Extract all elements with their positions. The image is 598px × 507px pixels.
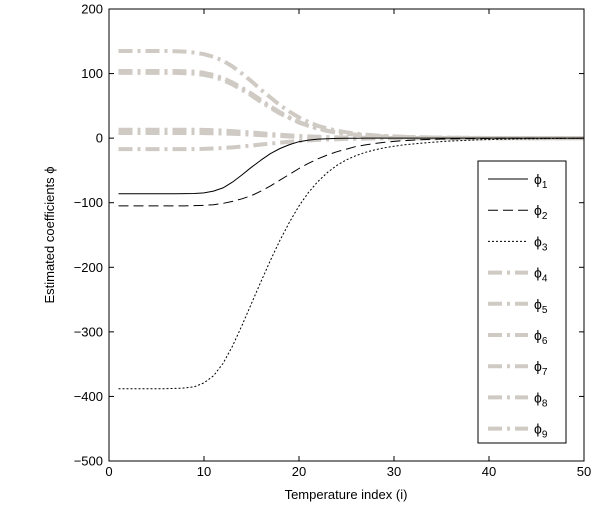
legend-subscript: 4 [542,274,548,285]
x-tick-label: 30 [387,464,401,479]
legend-subscript: 2 [542,211,548,222]
series-line-phi-1 [118,137,584,195]
y-axis-label: Estimated coefficients ϕ [42,166,57,303]
series-line-phi-6 [118,69,584,141]
legend-subscript: 3 [542,242,548,253]
y-tick-label: 200 [81,2,103,17]
y-tick-label: −300 [74,324,103,339]
x-tick-label: 50 [577,464,591,479]
legend-subscript: 7 [542,367,548,378]
legend-subscript: 9 [542,430,548,441]
x-tick-label: 40 [482,464,496,479]
y-tick-label: −400 [74,389,103,404]
series-layer [118,49,584,390]
legend-subscript: 5 [542,305,548,316]
plot-area-frame [108,8,585,462]
x-tick-label: 10 [197,464,211,479]
x-tick-label: 0 [105,464,112,479]
legend-subscript: 8 [542,398,548,409]
y-tick-label: 100 [81,66,103,81]
series-line-phi-3 [118,137,584,390]
x-tick-label: 20 [292,464,306,479]
legend-subscript: 1 [542,180,548,191]
legend-subscript: 6 [542,336,548,347]
ticks-layer: 0 10 20 30 40 50 −500 −400 −300 −200 −100 0 100 200 [74,2,592,480]
series-line-phi-2 [118,137,584,207]
y-tick-label: −200 [74,260,103,275]
y-tick-label: 0 [96,131,103,146]
y-tick-label: −500 [74,454,103,469]
y-tick-label: −100 [74,195,103,210]
x-axis-label: Temperature index (i) [285,487,408,502]
